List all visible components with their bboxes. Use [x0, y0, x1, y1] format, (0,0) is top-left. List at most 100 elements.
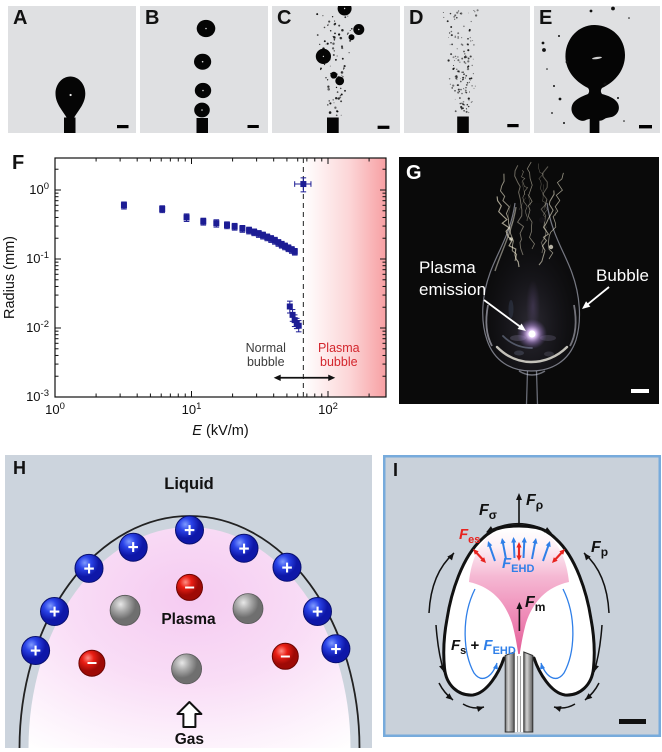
tick-label: 10-3	[26, 388, 49, 404]
panel-b-photo-bubble-train: B	[140, 6, 268, 133]
plasma-emission-label: Plasma	[419, 258, 476, 277]
neutral-particle	[109, 594, 141, 626]
neutral-particle	[171, 653, 203, 685]
svg-text:+: +	[330, 639, 341, 660]
positive-charge	[321, 634, 351, 664]
panel-f-radius-vs-field-chart: F 100 101 102 100 10-1 10-2 10-3 Radius (mm) E (…	[0, 145, 396, 445]
data-point	[223, 222, 230, 229]
negative-charge	[176, 573, 203, 601]
svg-text:+: +	[83, 559, 94, 580]
svg-text:+: +	[312, 602, 323, 623]
data-point	[183, 214, 190, 221]
panel-c-photo-bubbles-spray: C	[272, 6, 400, 133]
panel-e-photo-large-bubble: E	[534, 6, 660, 133]
data-point	[286, 303, 293, 310]
svg-text:−: −	[87, 653, 98, 673]
tick-label: 100	[45, 401, 65, 417]
positive-charge	[74, 553, 104, 583]
panel-e-label: E	[539, 7, 553, 29]
panel-i-force-schematic: I Fρ​ Fσ​ Fes​ FEHD​ Fp​ Fm​ Fs​ + FEHD​	[383, 455, 661, 737]
data-point	[281, 243, 288, 250]
svg-text:+: +	[30, 641, 41, 662]
f-s-plus-f-ehd-label: Fs​ + FEHD​	[451, 637, 516, 657]
tick-label: 101	[182, 401, 202, 417]
scale-bar	[619, 719, 646, 724]
data-point	[255, 230, 262, 237]
f-p-label: Fp​	[591, 539, 608, 559]
normal-bubble-annotation: Normal	[246, 341, 286, 355]
positive-charge	[21, 636, 51, 665]
panel-f-label: F	[12, 152, 25, 174]
svg-text:emission: emission	[419, 280, 486, 299]
tick-label: 10-2	[26, 319, 49, 335]
gas-flow-arrow	[176, 701, 203, 728]
f-m-label: Fm​	[525, 594, 545, 614]
data-point	[285, 245, 292, 252]
panel-e-image	[534, 6, 660, 133]
positive-charge	[118, 532, 148, 562]
data-point	[120, 202, 127, 209]
panel-i-label: I	[393, 460, 399, 480]
positive-charge	[303, 597, 332, 626]
normal-bubble-annotation: bubble	[247, 355, 285, 369]
svg-text:+: +	[184, 521, 195, 542]
data-point	[251, 229, 258, 236]
data-point	[268, 235, 275, 242]
panel-h-label: H	[13, 458, 26, 478]
panel-a-image	[8, 6, 136, 133]
panel-a-photo-single-bubble: A	[8, 6, 136, 133]
liquid-label: Liquid	[164, 475, 213, 493]
panel-d-photo-microbubble-spray: D	[404, 6, 530, 133]
data-point	[213, 220, 220, 227]
data-point	[246, 227, 253, 234]
panel-a-label: A	[13, 7, 28, 29]
data-point	[259, 232, 266, 239]
panel-i-image: Fρ​ Fσ​ Fes​ FEHD​ Fp​ Fm​ Fs​ + FEHD​	[383, 455, 661, 737]
positive-charge	[229, 533, 259, 563]
data-point	[271, 237, 278, 244]
data-point	[159, 206, 166, 213]
panel-c-label: C	[277, 7, 292, 29]
plasma-bubble-annotation: bubble	[320, 355, 358, 369]
svg-text:−: −	[280, 646, 291, 666]
svg-text:−: −	[184, 577, 195, 597]
scale-bar	[631, 389, 649, 393]
data-point	[231, 223, 238, 230]
panel-h-plasma-charge-schematic: H Liquid + + + + + + + + + − − − Plasma Gas	[5, 455, 372, 748]
data-point	[200, 218, 207, 225]
data-point	[295, 322, 302, 329]
positive-charge	[40, 597, 69, 626]
svg-text:+: +	[49, 602, 60, 623]
svg-text:+: +	[128, 538, 139, 559]
svg-text:+: +	[281, 558, 292, 579]
data-point	[239, 225, 246, 232]
panel-c-image	[272, 6, 400, 133]
neutral-particle	[232, 593, 264, 625]
data-point	[264, 234, 271, 241]
negative-charge	[271, 642, 299, 670]
panel-g-image: Plasma emission Bubble	[399, 157, 659, 404]
x-axis-title: E (kV/m)	[192, 423, 248, 439]
panel-d-image	[404, 6, 530, 133]
negative-charge	[78, 649, 106, 677]
plasma-region-shade	[303, 158, 386, 397]
bubble-label: Bubble	[596, 266, 649, 285]
data-point	[291, 248, 298, 255]
panel-b-image	[140, 6, 268, 133]
y-axis-title: Radius (mm)	[2, 236, 18, 319]
tick-label: 100	[29, 181, 49, 197]
gas-label: Gas	[175, 731, 204, 748]
tick-label: 102	[318, 401, 338, 417]
positive-charge	[272, 552, 302, 582]
data-point	[275, 239, 282, 246]
panel-d-label: D	[409, 7, 424, 29]
plasma-bubble-annotation: Plasma	[318, 341, 360, 355]
tick-label: 10-1	[26, 250, 49, 266]
plasma-label: Plasma	[161, 611, 216, 628]
f-es-label: Fes​	[459, 526, 480, 546]
svg-text:+: +	[238, 539, 249, 560]
panel-h-image: Liquid + + + + + + + + + − − − Plasma Gas	[5, 455, 372, 748]
radius-vs-field-plot: 100 101 102 100 10-1 10-2 10-3 Radius (mm) E (kV…	[2, 157, 387, 439]
panel-g-label: G	[406, 162, 422, 184]
